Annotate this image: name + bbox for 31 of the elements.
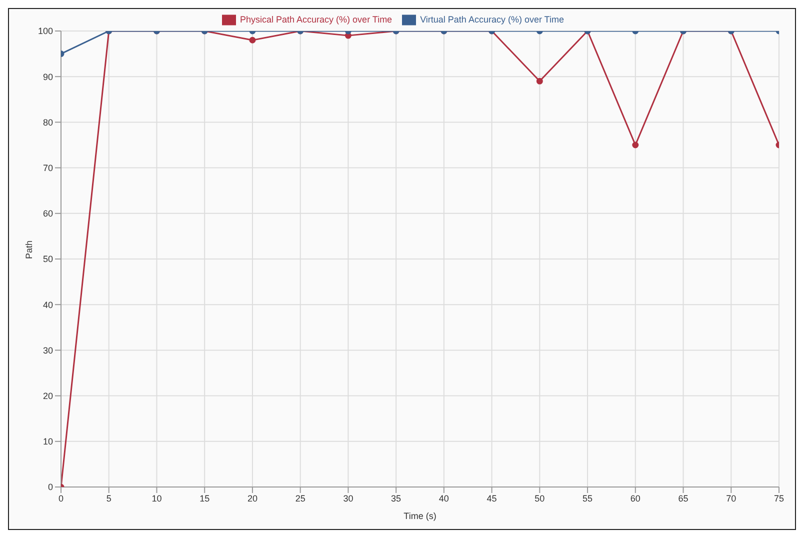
x-tick-label: 45 [486, 493, 497, 504]
x-tick-label: 75 [774, 493, 784, 504]
x-tick-label: 0 [58, 493, 64, 504]
x-tick-label: 65 [678, 493, 688, 504]
x-tick-label: 60 [630, 493, 640, 504]
x-tick-label: 25 [295, 493, 306, 504]
y-tick-label: 70 [42, 162, 53, 173]
x-tick-label: 55 [582, 493, 593, 504]
x-tick-label: 30 [343, 493, 354, 504]
y-tick-label: 30 [42, 345, 53, 356]
y-tick-label: 60 [42, 208, 53, 219]
x-tick-label: 70 [726, 493, 736, 504]
x-tick-label: 35 [391, 493, 402, 504]
x-tick-label: 20 [247, 493, 258, 504]
legend-label: Physical Path Accuracy (%) over Time [240, 14, 392, 24]
x-tick-label: 10 [152, 493, 162, 504]
x-tick-label: 50 [534, 493, 545, 504]
x-tick-label: 15 [200, 493, 210, 504]
y-tick-label: 50 [42, 254, 53, 264]
y-tick-label: 10 [42, 436, 53, 447]
x-axis-title: Time (s) [404, 511, 436, 521]
y-tick-label: 0 [48, 482, 53, 492]
legend-label: Virtual Path Accuracy (%) over Time [420, 14, 564, 24]
x-tick-label: 5 [106, 493, 112, 504]
y-tick-label: 100 [38, 26, 53, 36]
x-tick-label: 40 [438, 493, 449, 504]
y-axis-title: Path [24, 240, 34, 259]
y-tick-label: 20 [42, 390, 53, 401]
y-tick-label: 80 [42, 117, 53, 128]
y-tick-label: 40 [42, 300, 53, 310]
y-tick-label: 90 [42, 72, 53, 82]
